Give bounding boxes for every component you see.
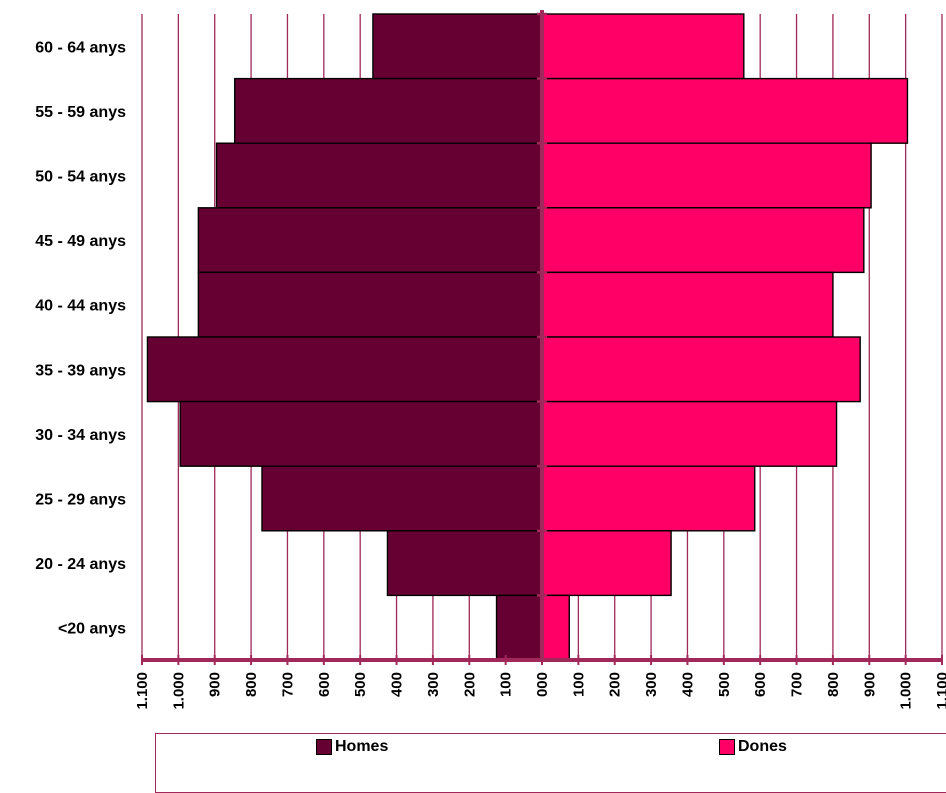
bar-homes <box>146 336 543 403</box>
x-tick-label: 900 <box>207 672 224 697</box>
legend: Homes Dones <box>155 733 946 793</box>
x-tick-label: 1.100 <box>934 672 946 710</box>
bar-homes <box>261 465 543 532</box>
x-tick-label: 700 <box>279 672 296 697</box>
category-label: 45 - 49 anys <box>35 233 126 250</box>
x-tick-label: 1.100 <box>134 672 151 710</box>
x-tick-label: 400 <box>679 672 696 697</box>
bar-homes <box>372 13 543 80</box>
bar-homes <box>197 207 543 274</box>
x-tick-label: 300 <box>643 672 660 697</box>
x-tick-label: 700 <box>789 672 806 697</box>
legend-swatch-dones <box>719 739 735 755</box>
x-tick-label: 300 <box>425 672 442 697</box>
category-label: 20 - 24 anys <box>35 556 126 573</box>
x-tick-label: 1.000 <box>898 672 915 710</box>
legend-item-dones: Dones <box>719 738 787 756</box>
x-tick-label: 200 <box>461 672 478 697</box>
x-tick-label: 600 <box>752 672 769 697</box>
bar-homes <box>495 594 543 661</box>
bars <box>146 13 909 661</box>
x-tick-label: 500 <box>352 672 369 697</box>
category-label: 35 - 39 anys <box>35 362 126 379</box>
x-tick-label: 500 <box>716 672 733 697</box>
population-pyramid-chart: 1.100 1.000 900 800 700 600 500 400 300 200 100 000… <box>35 10 946 710</box>
bar-dones <box>541 465 756 532</box>
category-label: 60 - 64 anys <box>35 39 126 56</box>
bar-homes <box>197 271 543 338</box>
x-tick-label: 1.000 <box>170 672 187 710</box>
x-tick-label: 900 <box>861 672 878 697</box>
bar-dones <box>541 207 865 274</box>
category-label: 50 - 54 anys <box>35 169 126 186</box>
category-label: 30 - 34 anys <box>35 427 126 444</box>
bar-dones <box>541 271 834 338</box>
bar-homes <box>179 400 543 467</box>
x-tick-label: 800 <box>243 672 260 697</box>
axes <box>141 10 943 665</box>
bar-dones <box>541 530 672 597</box>
x-tick-label: 400 <box>389 672 406 697</box>
x-tick-label: 800 <box>825 672 842 697</box>
bar-dones <box>541 336 861 403</box>
legend-swatch-homes <box>316 739 332 755</box>
category-label: <20 anys <box>58 621 126 638</box>
category-label: 25 - 29 anys <box>35 492 126 509</box>
category-label: 40 - 44 anys <box>35 298 126 315</box>
bar-dones <box>541 594 570 661</box>
bar-dones <box>541 400 838 467</box>
legend-item-homes: Homes <box>316 738 388 756</box>
bar-homes <box>386 530 543 597</box>
x-tick-label: 000 <box>534 672 551 697</box>
bar-homes <box>215 142 543 209</box>
legend-label-dones: Dones <box>738 738 787 755</box>
bar-dones <box>541 13 745 80</box>
category-label: 55 - 59 anys <box>35 104 126 121</box>
x-tick-label: 600 <box>316 672 333 697</box>
bar-homes <box>234 77 543 144</box>
x-tick-label: 100 <box>570 672 587 697</box>
x-tick-label: 200 <box>607 672 624 697</box>
legend-label-homes: Homes <box>335 738 389 755</box>
bar-dones <box>541 142 872 209</box>
bar-dones <box>541 77 909 144</box>
x-tick-label: 100 <box>498 672 515 697</box>
labels: 1.100 1.000 900 800 700 600 500 400 300 200 100 000… <box>35 39 946 709</box>
